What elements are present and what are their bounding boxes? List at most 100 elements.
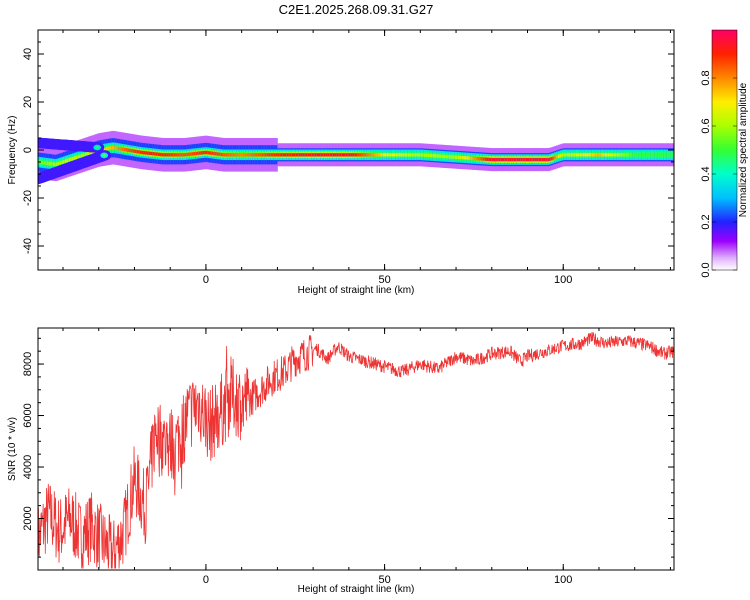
heat-cell — [202, 151, 205, 155]
heat-cell — [313, 153, 316, 157]
heat-cell — [670, 153, 673, 157]
heat-cell — [84, 152, 87, 157]
heat-cell — [268, 153, 271, 157]
heat-cell — [191, 152, 194, 156]
heat-cell — [257, 153, 260, 157]
spectrogram-ytick-label: 40 — [22, 48, 34, 60]
heat-cell — [141, 150, 144, 155]
heat-cell — [479, 157, 482, 161]
heat-cell — [136, 149, 139, 154]
heat-cell — [372, 153, 375, 157]
heat-cell — [404, 153, 407, 157]
heat-cell — [414, 153, 418, 157]
figure-title: C2E1.2025.268.09.31.G27 — [278, 2, 434, 17]
heat-cell — [541, 157, 544, 162]
heat-cell — [522, 157, 525, 162]
heat-cell — [48, 161, 51, 166]
heat-cell — [448, 155, 452, 159]
heat-cell — [388, 153, 391, 157]
heat-cell — [227, 153, 230, 157]
heat-cell — [416, 153, 419, 157]
heat-cell — [350, 153, 353, 157]
heat-cell — [636, 153, 639, 157]
heat-cell — [213, 151, 216, 156]
heat-cell — [170, 153, 173, 157]
heat-cell — [382, 153, 385, 157]
heat-cell — [520, 157, 523, 162]
heat-cell — [104, 147, 107, 151]
heat-cell — [59, 161, 62, 165]
heat-cell — [163, 153, 166, 157]
heat-cell — [270, 153, 273, 157]
heat-cell — [613, 153, 616, 157]
heat-cell — [652, 153, 655, 157]
heat-cell — [279, 153, 282, 157]
heat-cell — [511, 157, 514, 162]
heat-cell — [320, 153, 323, 157]
heat-cell — [434, 154, 437, 158]
snr-ytick-label: 2000 — [22, 506, 34, 530]
heat-cell — [363, 153, 366, 157]
heat-cell — [322, 153, 325, 157]
heat-cell — [272, 153, 275, 157]
heat-cell — [121, 147, 125, 151]
heat-cell — [232, 153, 235, 157]
heat-cell — [341, 153, 344, 157]
heat-cell — [529, 157, 532, 162]
heat-cell — [50, 162, 53, 166]
heat-cell — [159, 152, 162, 157]
heat-cell — [531, 157, 534, 162]
heat-cell — [80, 154, 84, 158]
heat-cell — [261, 153, 264, 157]
heat-cell — [463, 156, 466, 160]
heat-cell — [71, 157, 75, 161]
heat-cell — [411, 153, 414, 157]
heat-cell — [386, 153, 389, 157]
heat-cell — [300, 153, 303, 157]
heat-cell — [323, 153, 327, 157]
heat-cell — [457, 155, 461, 160]
heat-cell — [77, 155, 80, 159]
heat-cell — [615, 153, 618, 157]
heat-cell — [368, 153, 371, 157]
heat-cell — [515, 157, 518, 162]
heat-cell — [661, 153, 664, 157]
heat-cell — [643, 153, 646, 157]
heat-cell — [565, 153, 568, 157]
heat-cell — [309, 153, 312, 157]
heat-cell — [554, 155, 557, 160]
heat-cell — [556, 155, 559, 159]
heat-cell — [588, 153, 591, 157]
heat-cell — [582, 153, 586, 157]
spectrogram-ylabel: Frequency (Hz) — [7, 116, 18, 185]
heat-cell — [222, 153, 225, 157]
heat-blob — [95, 146, 99, 149]
heat-cell — [425, 153, 428, 157]
heat-cell — [473, 156, 477, 161]
heat-cell — [366, 153, 369, 157]
heat-cell — [145, 151, 148, 155]
heat-cell — [138, 150, 141, 154]
heat-cell — [298, 153, 302, 157]
heat-cell — [238, 153, 241, 157]
heat-cell — [477, 157, 480, 161]
heat-cell — [384, 153, 387, 157]
heat-cell — [432, 154, 436, 158]
heat-cell — [123, 147, 126, 152]
heat-cell — [307, 153, 310, 157]
heat-cell — [197, 151, 200, 155]
heat-cell — [180, 153, 184, 157]
heat-cell — [606, 153, 609, 157]
heat-cell — [566, 153, 569, 157]
heat-cell — [171, 153, 175, 157]
heat-cell — [252, 153, 255, 157]
heat-cell — [132, 149, 135, 153]
heat-cell — [607, 153, 611, 157]
heat-cell — [195, 151, 198, 156]
heat-cell — [66, 158, 69, 163]
heat-cell — [563, 153, 566, 157]
heat-cell — [73, 156, 76, 160]
heat-cell — [63, 160, 66, 164]
heat-cell — [236, 153, 239, 157]
